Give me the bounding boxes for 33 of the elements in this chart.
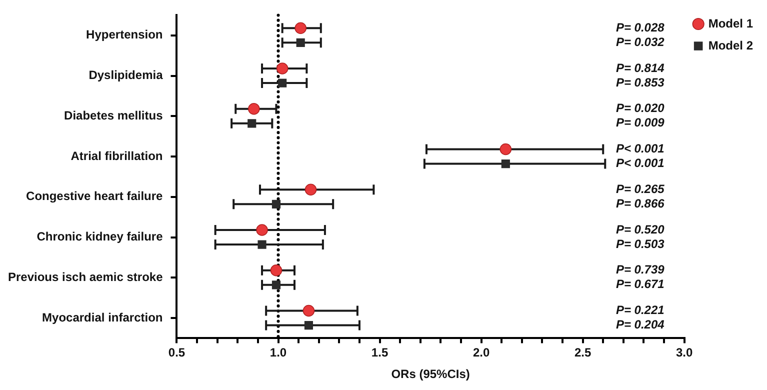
annotation: P< 0.001	[616, 142, 665, 156]
legend-label: Model 2	[708, 38, 754, 52]
annotation: P= 0.866	[616, 196, 665, 210]
annotation: P= 0.032	[616, 34, 665, 49]
y-tick-label: Chronic kidney failure	[36, 230, 164, 244]
y-tick-label: Diabetes mellitus	[64, 108, 164, 122]
annotation: P= 0.814	[616, 60, 665, 75]
annotation: P= 0.671	[616, 277, 665, 292]
annotation: P= 0.520	[616, 222, 665, 236]
y-tick-label: Myocardial infarction	[42, 310, 163, 324]
x-tick-label: 1.0	[270, 346, 287, 360]
x-tick-label: 0.5	[168, 346, 186, 360]
annotation: P= 0.221	[616, 303, 665, 318]
y-tick-label: Atrial fibrillation	[70, 148, 163, 163]
annotation: P= 0.739	[616, 262, 665, 277]
annotation: P= 0.020	[616, 101, 665, 116]
annotation: P= 0.503	[616, 236, 665, 251]
annotation: P= 0.204	[616, 318, 665, 332]
annotation: P= 0.265	[616, 182, 665, 196]
y-tick-label: Hypertension	[86, 28, 163, 42]
legend-label: Model 1	[708, 16, 754, 30]
annotation: P= 0.028	[616, 20, 665, 34]
x-tick-label: 1.5	[371, 346, 388, 360]
annotation: P= 0.009	[616, 116, 665, 130]
annotation: P< 0.001	[616, 156, 665, 170]
x-tick-label: 2.5	[574, 346, 592, 360]
x-tick-label: 2.0	[472, 346, 490, 360]
x-axis-title: ORs (95%CIs)	[391, 367, 470, 382]
y-tick-label: Previous isch aemic stroke	[8, 270, 164, 284]
y-tick-label: Congestive heart failure	[26, 189, 164, 204]
x-tick-label: 3.0	[676, 346, 693, 360]
y-tick-label: Dyslipidemia	[88, 68, 164, 82]
annotation: P= 0.853	[616, 75, 665, 90]
